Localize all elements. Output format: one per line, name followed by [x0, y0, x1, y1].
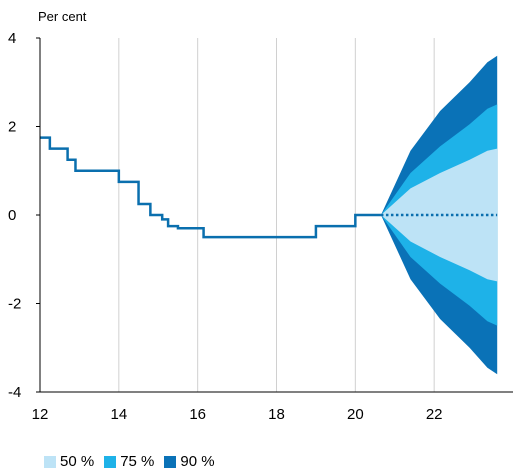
y-tick-label: -4 — [8, 384, 21, 401]
x-tick-labels: 12 14 16 18 20 22 — [32, 406, 443, 423]
data-lines — [40, 136, 498, 239]
legend-label: 90 % — [180, 453, 215, 470]
legend: 50 % 75 % 90 % — [44, 453, 215, 470]
x-tick-label: 20 — [347, 406, 364, 423]
legend-item: 50 % — [44, 453, 94, 470]
y-tick-label: 2 — [8, 119, 16, 136]
legend-swatch — [164, 455, 177, 468]
y-tick-label: 4 — [8, 30, 16, 47]
legend-item: 75 % — [104, 453, 154, 470]
history-step-line — [40, 136, 381, 239]
y-tick-labels: 4 2 0 -2 -4 — [8, 30, 21, 401]
x-tick-label: 12 — [32, 406, 49, 423]
x-tick-label: 18 — [268, 406, 285, 423]
y-tick-label: -2 — [8, 296, 21, 313]
x-tick-label: 22 — [426, 406, 443, 423]
y-tick-label: 0 — [8, 207, 16, 224]
legend-swatch — [104, 455, 117, 468]
y-axis-unit-label: Per cent — [38, 9, 87, 24]
legend-item: 90 % — [164, 453, 215, 470]
plot-frame — [36, 37, 513, 393]
x-tick-label: 16 — [189, 406, 206, 423]
legend-label: 50 % — [60, 453, 95, 470]
fan-bands — [381, 55, 498, 375]
x-tick-label: 14 — [110, 406, 127, 423]
fan-band-50 — [381, 148, 498, 282]
legend-swatch — [44, 455, 56, 468]
legend-label: 75 % — [120, 453, 155, 470]
